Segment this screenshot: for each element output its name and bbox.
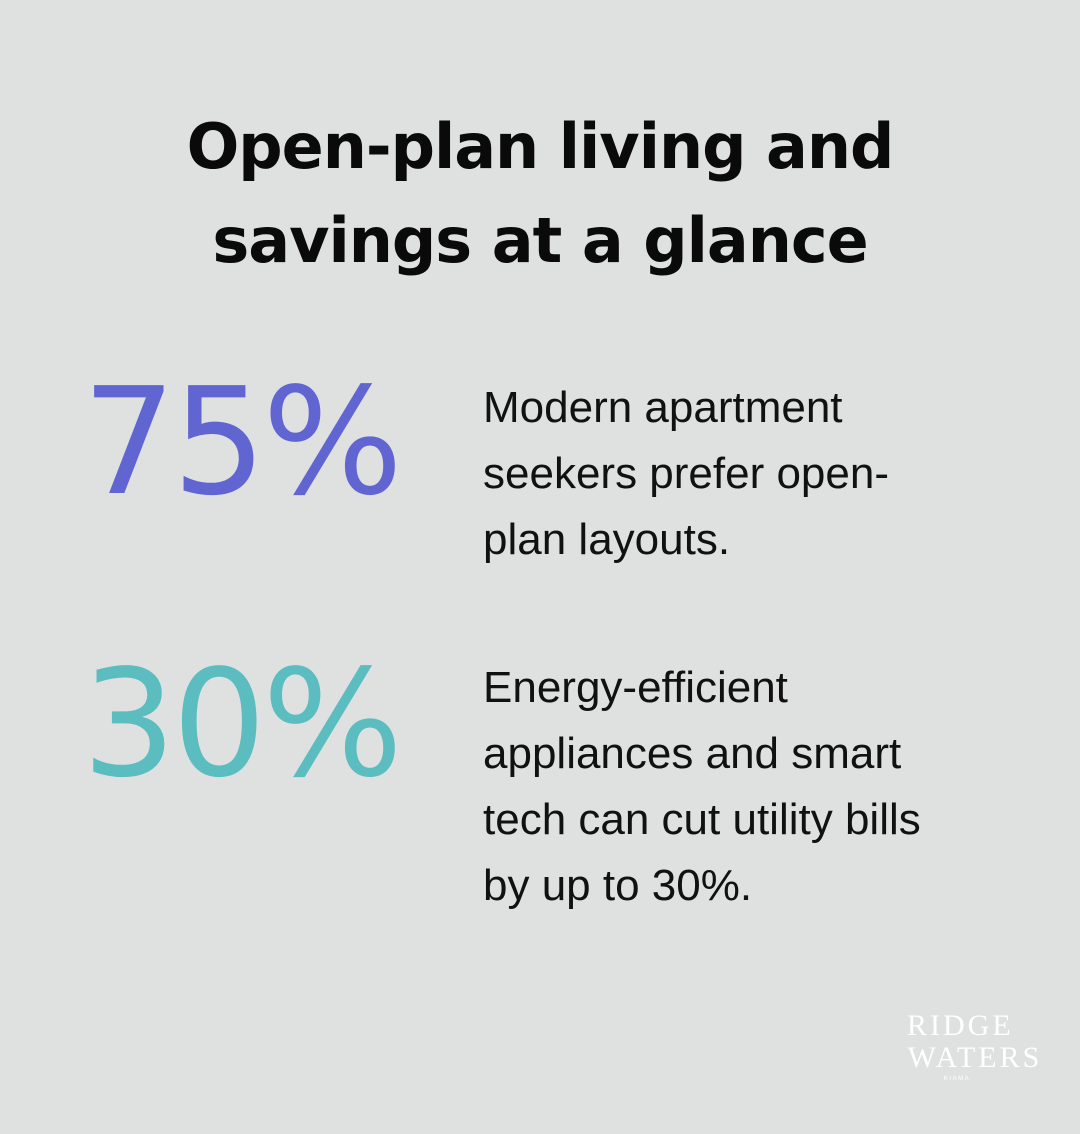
description-line: Modern apartment bbox=[483, 383, 843, 432]
stat-value-utility-savings: 30% bbox=[82, 638, 403, 810]
description-line: by up to 30%. bbox=[483, 861, 753, 910]
logo-word-waters: WATERS bbox=[907, 1041, 1043, 1074]
stat-value-open-plan: 75% bbox=[82, 356, 403, 528]
stat-description-open-plan: Modern apartment seekers prefer open- pl… bbox=[483, 375, 1023, 573]
page-title: Open-plan living and savings at a glance bbox=[0, 100, 1080, 288]
description-line: seekers prefer open- bbox=[483, 449, 889, 498]
description-line: Energy-efficient bbox=[483, 663, 788, 712]
description-line: tech can cut utility bills bbox=[483, 795, 921, 844]
description-line: plan layouts. bbox=[483, 515, 731, 564]
title-line-1: Open-plan living and bbox=[186, 110, 895, 183]
description-line: appliances and smart bbox=[483, 729, 902, 778]
logo-word-ridge: RIDGE bbox=[907, 1009, 1014, 1042]
brand-logo: RIDGE WATERS KIAMA bbox=[905, 1009, 1045, 1083]
stat-description-utility-savings: Energy-efficient appliances and smart te… bbox=[483, 655, 1023, 919]
logo-location: KIAMA bbox=[943, 1076, 971, 1082]
title-line-2: savings at a glance bbox=[212, 204, 868, 277]
